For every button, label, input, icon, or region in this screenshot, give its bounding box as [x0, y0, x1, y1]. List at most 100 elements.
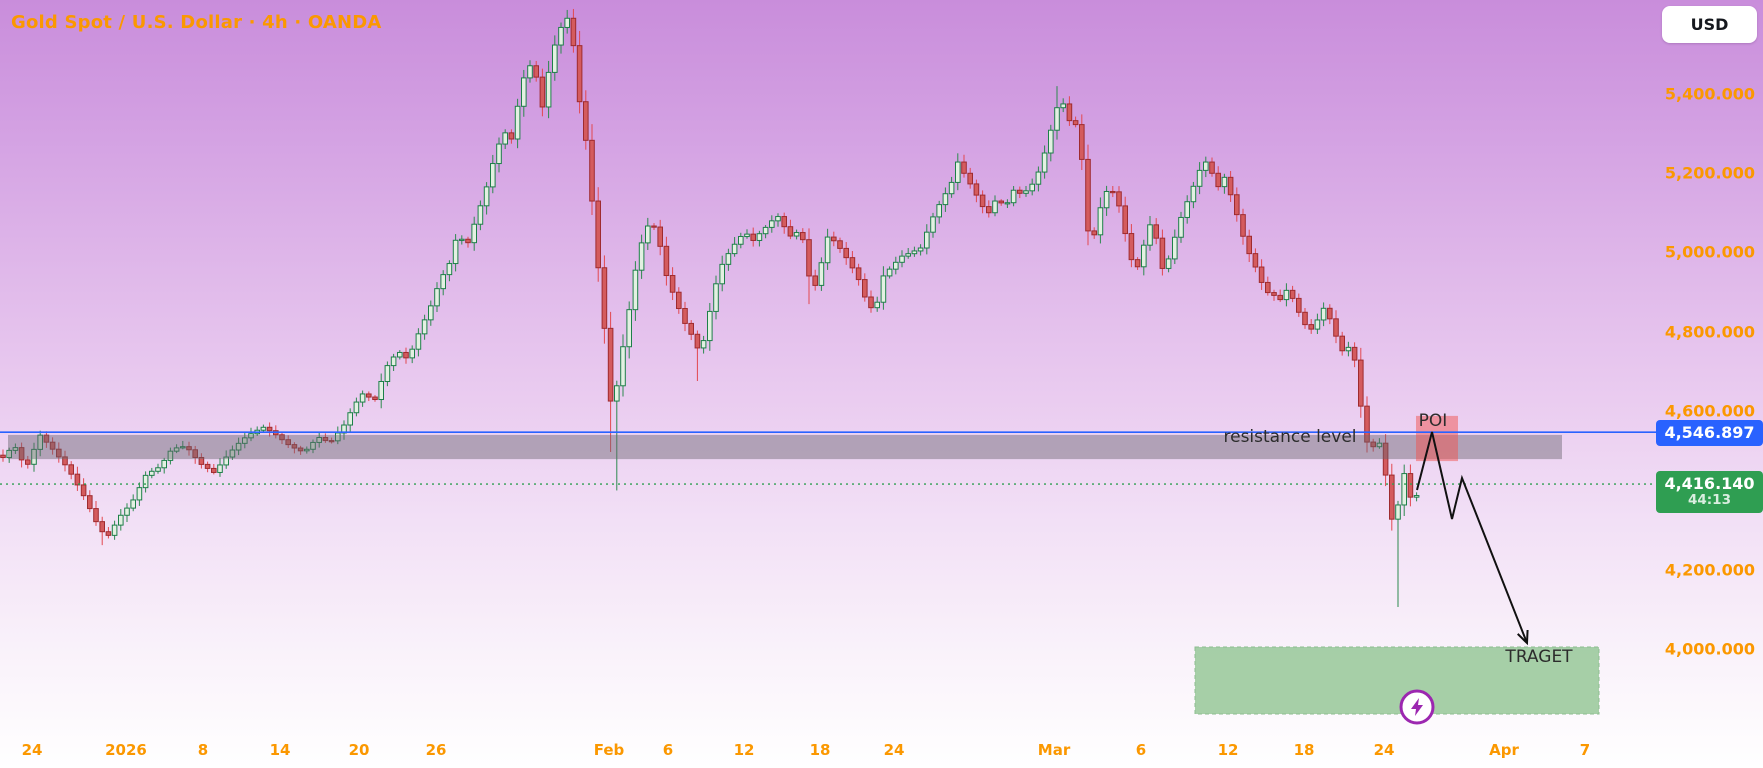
- candle-body: [198, 456, 205, 465]
- candle-body: [545, 71, 552, 108]
- symbol-title[interactable]: Gold Spot / U.S. Dollar · 4h · OANDA: [11, 12, 382, 33]
- time-axis-label: Mar: [1037, 741, 1071, 759]
- time-axis-label: Feb: [593, 741, 625, 759]
- candle-body: [620, 346, 626, 387]
- candle-body: [248, 433, 254, 439]
- candle-body: [74, 473, 81, 486]
- price-axis-label: 4,600.000: [1664, 401, 1755, 421]
- candle-body: [868, 296, 874, 309]
- candle-body: [812, 275, 819, 286]
- candle-body: [217, 464, 223, 473]
- candle-body: [409, 348, 415, 359]
- candle-body: [626, 309, 633, 348]
- candle-body: [607, 327, 614, 402]
- candle-body: [986, 206, 992, 214]
- candle-body: [235, 442, 242, 451]
- candle-body: [1246, 235, 1253, 255]
- candle-body: [1395, 504, 1401, 520]
- candle-body: [694, 333, 701, 349]
- candle-body: [1358, 359, 1364, 407]
- candle-body: [1277, 294, 1284, 301]
- price-axis-label: 4,800.000: [1664, 322, 1755, 342]
- candle-body: [930, 216, 936, 233]
- candle-body: [80, 484, 87, 497]
- time-axis-label: 2026: [105, 741, 147, 759]
- candle-body: [1134, 259, 1141, 268]
- candle-body: [787, 226, 794, 237]
- candle-body: [347, 412, 353, 426]
- candle-body: [1215, 172, 1222, 188]
- candle-body: [1376, 442, 1383, 448]
- candle-body: [744, 233, 750, 238]
- candle-body: [638, 242, 645, 271]
- candle-body: [31, 448, 37, 465]
- candle-body: [1252, 253, 1259, 268]
- candle-body: [310, 441, 316, 450]
- candle-body: [1196, 169, 1203, 187]
- lightning-bolt-icon: [1411, 698, 1423, 716]
- candle-body: [806, 239, 812, 277]
- candle-body: [880, 275, 887, 303]
- resistance-price-value: 4,546.897: [1664, 422, 1755, 442]
- candle-body: [180, 446, 186, 449]
- candle-body: [899, 255, 905, 263]
- candle-body: [440, 274, 446, 290]
- candle-body: [328, 440, 335, 443]
- candle-body: [471, 223, 477, 244]
- candle-body: [124, 507, 130, 516]
- candle-body: [483, 186, 490, 207]
- price-axis-label: 5,000.000: [1664, 242, 1755, 262]
- candle-body: [1320, 307, 1327, 321]
- candle-body: [533, 65, 540, 78]
- currency-toggle-button[interactable]: USD: [1662, 6, 1757, 43]
- resistance-zone-box[interactable]: [8, 434, 1562, 460]
- candle-body: [1091, 230, 1098, 236]
- candle-body: [1345, 346, 1352, 352]
- projection-arrow[interactable]: [1416, 431, 1528, 644]
- candle-body: [1066, 103, 1073, 122]
- candle-body: [446, 263, 453, 276]
- candle-body: [428, 305, 434, 321]
- time-axis-label: 20: [348, 741, 370, 759]
- target-box[interactable]: [1194, 646, 1600, 715]
- candle-body: [167, 450, 174, 461]
- candle-body: [477, 205, 484, 225]
- candle-body: [502, 132, 508, 145]
- candle-body: [979, 194, 986, 208]
- candle-body: [12, 447, 19, 451]
- candle-body: [855, 267, 862, 281]
- candle-body: [43, 434, 50, 443]
- time-axis-label: 6: [662, 741, 674, 759]
- bar-countdown: 44:13: [1688, 492, 1731, 509]
- candle-body: [589, 139, 595, 202]
- price-axis-label: 5,400.000: [1664, 84, 1755, 104]
- candle-body: [211, 467, 217, 473]
- candle-body: [942, 193, 949, 206]
- candle-body: [645, 225, 651, 244]
- candle-body: [192, 449, 198, 458]
- candle-body: [1097, 207, 1104, 236]
- time-axis-label: 8: [197, 741, 209, 759]
- candle-body: [384, 365, 391, 382]
- candle-body: [663, 245, 670, 277]
- time-axis-label: 18: [809, 741, 831, 759]
- candle-body: [1227, 176, 1234, 196]
- candle-body: [56, 448, 62, 458]
- candle-body: [1116, 191, 1122, 207]
- candle-body: [917, 247, 924, 252]
- time-axis-label: 24: [883, 741, 905, 759]
- projection-arrowhead: [1517, 629, 1529, 646]
- candle-body: [1054, 107, 1060, 131]
- candle-body: [1023, 190, 1029, 194]
- candle-body: [25, 459, 31, 465]
- candle-body: [1407, 473, 1414, 498]
- candle-body: [731, 243, 738, 255]
- candle-body: [161, 459, 167, 469]
- candle-body: [459, 238, 465, 241]
- candle-body: [762, 226, 769, 235]
- candle-body: [1314, 319, 1321, 330]
- candle-body: [173, 447, 180, 452]
- candle-body: [304, 448, 310, 452]
- time-axis-label: 18: [1293, 741, 1315, 759]
